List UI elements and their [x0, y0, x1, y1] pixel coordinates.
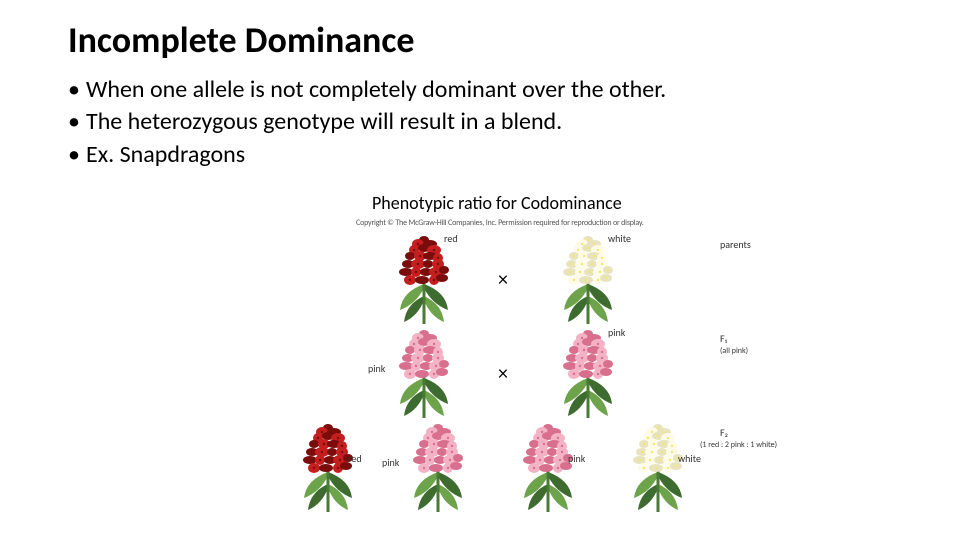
flower-label: pink: [568, 452, 585, 465]
flower-label: pink: [608, 326, 625, 339]
generation-label: parents: [720, 238, 751, 251]
flower-label: white: [678, 452, 701, 465]
red-snapdragon-icon: [396, 234, 452, 326]
cross-symbol: ×: [498, 362, 508, 386]
pink-snapdragon-icon: [410, 422, 466, 514]
pink-snapdragon-icon: [560, 328, 616, 420]
white-snapdragon-icon: [560, 234, 616, 326]
generation-label: F₂: [720, 426, 728, 439]
red-snapdragon-icon: [300, 422, 356, 514]
flower-label: pink: [382, 456, 399, 469]
flower-label: pink: [368, 362, 385, 375]
flower-label: red: [444, 232, 458, 245]
snapdragon-diagram: red white × parents pink pink × F₁(all pink)…: [0, 0, 960, 540]
white-snapdragon-icon: [630, 422, 686, 514]
flower-label: white: [608, 232, 631, 245]
pink-snapdragon-icon: [396, 328, 452, 420]
pink-snapdragon-icon: [520, 422, 576, 514]
generation-label: F₁: [720, 332, 727, 345]
slide: Incomplete Dominance • When one allele i…: [0, 0, 960, 540]
generation-sublabel: (all pink): [720, 346, 748, 356]
cross-symbol: ×: [498, 268, 508, 292]
flower-label: red: [348, 452, 362, 465]
generation-sublabel: (1 red : 2 pink : 1 white): [700, 440, 777, 450]
